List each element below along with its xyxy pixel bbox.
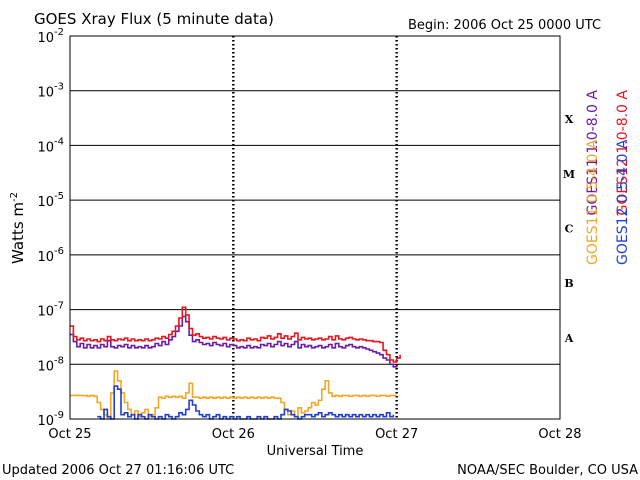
flare-class-labels: X M C B A (563, 113, 575, 345)
y-tick-label: 10-5 (37, 191, 64, 210)
flare-class-label: B (564, 277, 573, 290)
x-tick-label: Oct 25 (48, 427, 91, 442)
flare-class-label: C (565, 223, 574, 236)
chart-title: GOES Xray Flux (5 minute data) (34, 10, 274, 28)
series-line (70, 306, 401, 363)
y-tick-label: 10-6 (37, 246, 64, 265)
plot-frame (69, 35, 561, 420)
series-lines (70, 306, 401, 420)
legend: GOES11 1.0-8.0 A GOES12 1.0-8.0 A GOES11 0… (585, 90, 631, 265)
series-line (97, 385, 395, 420)
flare-class-label: M (563, 168, 575, 181)
legend-entry: GOES11 0.5-4.0 A (585, 139, 601, 265)
series-line (70, 315, 398, 368)
x-axis-label: Universal Time (267, 444, 364, 459)
y-axis-ticks: 10-2 10-3 10-4 10-5 10-6 10-7 10-8 10-9 (37, 27, 64, 429)
legend-entry: GOES11 1.0-8.0 A (585, 90, 601, 216)
x-axis-ticks: Oct 25 Oct 26 Oct 27 Oct 28 (48, 427, 581, 442)
legend-entry: GOES12 0.5-4.0 A (615, 139, 631, 265)
y-tick-label: 10-8 (37, 355, 64, 374)
flare-class-label: A (564, 332, 574, 345)
y-axis-label-exp: -2 (9, 192, 20, 202)
grid (70, 36, 560, 419)
x-tick-label: Oct 26 (212, 427, 255, 442)
y-axis-label-base: Watts m (9, 202, 27, 264)
y-axis-label: Watts m-2 (9, 192, 27, 264)
begin-time: Begin: 2006 Oct 25 0000 UTC (408, 18, 601, 33)
flare-class-label: X (565, 113, 574, 126)
y-tick-label: 10-2 (37, 27, 64, 46)
y-tick-label: 10-4 (37, 136, 64, 155)
y-tick-label: 10-7 (37, 301, 64, 320)
source-credit: NOAA/SEC Boulder, CO USA (457, 463, 638, 478)
x-tick-label: Oct 28 (538, 427, 581, 442)
updated-time: Updated 2006 Oct 27 01:16:06 UTC (2, 463, 234, 478)
x-tick-label: Oct 27 (375, 427, 418, 442)
series-line (70, 370, 397, 420)
y-tick-label: 10-9 (37, 410, 64, 429)
legend-entry: GOES12 1.0-8.0 A (615, 90, 631, 216)
y-tick-label: 10-3 (37, 82, 64, 101)
